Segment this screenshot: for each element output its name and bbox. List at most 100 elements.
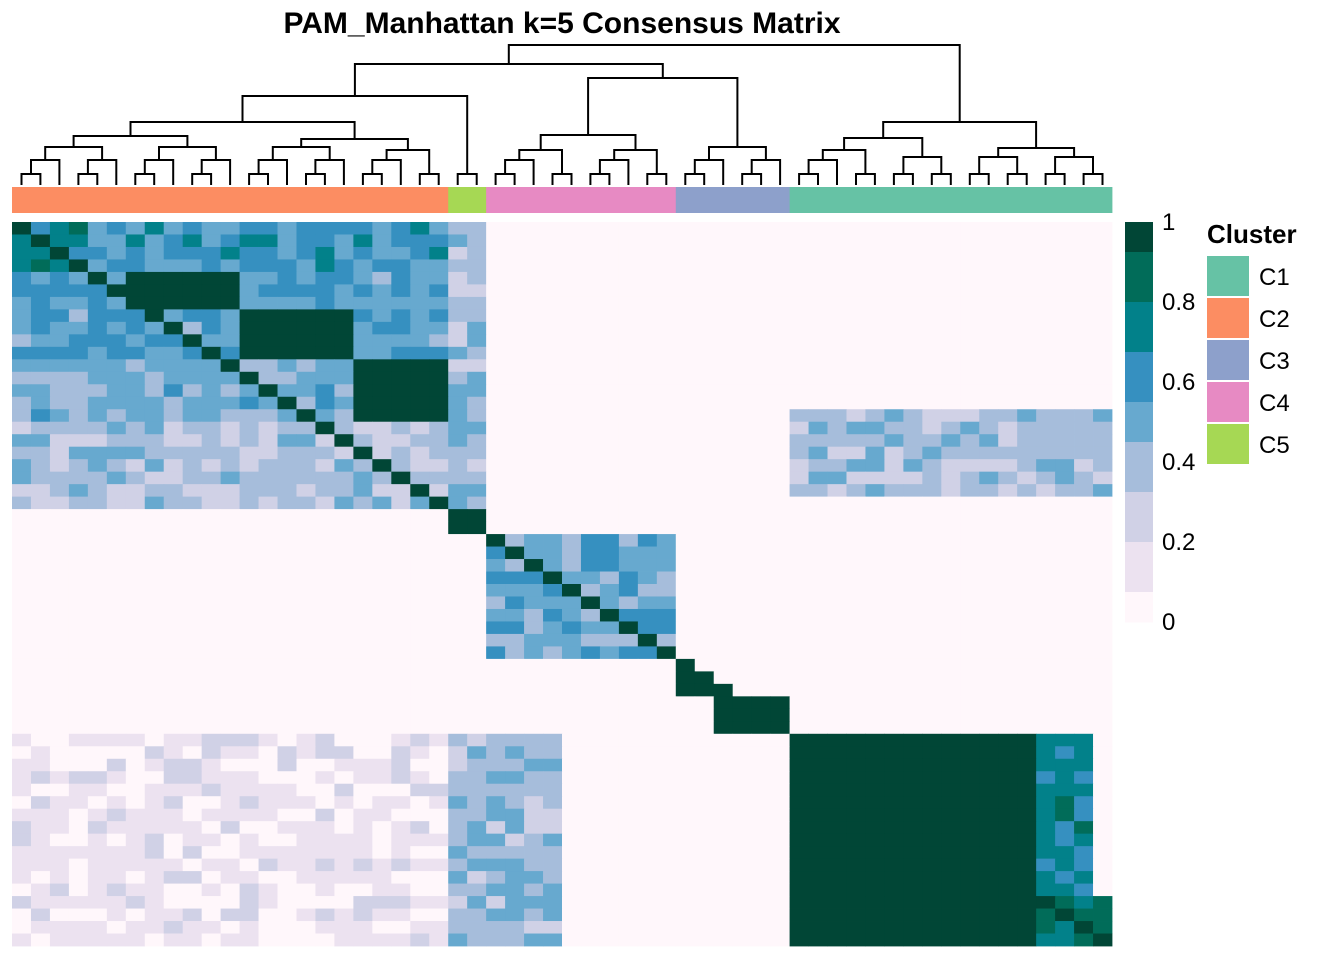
heatmap-cell (106, 746, 127, 760)
heatmap-cell (258, 746, 278, 760)
heatmap-cell (334, 484, 354, 498)
heatmap-cell (49, 596, 70, 610)
heatmap-cell (941, 833, 961, 847)
heatmap-cell (49, 708, 70, 722)
heatmap-cell (543, 584, 563, 597)
heatmap-cell (884, 271, 904, 285)
heatmap-cell (182, 584, 203, 597)
heatmap-cell (1036, 409, 1056, 423)
heatmap-cell (12, 633, 32, 647)
heatmap-cell (903, 758, 923, 772)
heatmap-cell (713, 758, 734, 772)
heatmap-cell (562, 371, 582, 385)
heatmap-cell (675, 733, 696, 747)
heatmap-cell (637, 296, 658, 310)
heatmap-cell (846, 222, 866, 235)
heatmap-cell (941, 509, 961, 522)
heatmap-cell (163, 346, 184, 360)
heatmap-cell (258, 671, 278, 685)
heatmap-cell (125, 584, 146, 597)
heatmap-cell (144, 496, 165, 510)
heatmap-cell (448, 696, 468, 710)
heatmap-cell (391, 858, 411, 872)
heatmap-cell (543, 409, 563, 423)
heatmap-cell (239, 596, 259, 610)
heatmap-cell (562, 808, 582, 822)
colorbar-swatch (1125, 452, 1153, 463)
heatmap-cell (922, 359, 942, 373)
heatmap-cell (239, 658, 259, 672)
heatmap-cell (599, 446, 620, 460)
heatmap-cell (201, 309, 222, 323)
heatmap-cell (201, 296, 222, 310)
heatmap-cell (1093, 708, 1113, 722)
heatmap-cell (922, 733, 942, 747)
heatmap-cell (486, 446, 506, 460)
heatmap-cell (429, 271, 449, 285)
dendrogram-branch (158, 146, 217, 160)
heatmap-cell (239, 334, 259, 348)
heatmap-cell (656, 808, 677, 822)
heatmap-cell (1093, 896, 1113, 909)
heatmap-cell (599, 246, 620, 260)
heatmap-cell (675, 621, 696, 635)
heatmap-cell (144, 808, 165, 822)
heatmap-cell (296, 896, 316, 909)
heatmap-cell (277, 758, 297, 772)
heatmap-cell (125, 658, 146, 672)
heatmap-cell (580, 671, 601, 685)
heatmap-cell (315, 671, 335, 685)
heatmap-cell (884, 808, 904, 822)
heatmap-cell (694, 771, 715, 785)
dendrogram-branch (693, 159, 725, 185)
heatmap-cell (1017, 858, 1037, 872)
heatmap-cell (751, 384, 772, 398)
heatmap-cell (524, 896, 544, 909)
heatmap-cell (979, 621, 999, 635)
heatmap-cell (789, 471, 809, 485)
heatmap-cell (618, 234, 639, 248)
heatmap-cell (543, 446, 563, 460)
heatmap-cell (599, 821, 620, 835)
heatmap-cell (12, 234, 32, 248)
heatmap-cell (1055, 871, 1075, 884)
heatmap-cell (827, 758, 847, 772)
heatmap-cell (675, 921, 696, 934)
heatmap-cell (618, 646, 639, 660)
heatmap-cell (941, 783, 961, 797)
colorbar-swatch (1125, 582, 1153, 593)
heatmap-cell (410, 758, 430, 772)
heatmap-cell (732, 908, 753, 922)
dendrogram-branch (20, 173, 42, 185)
heatmap-cell (789, 796, 809, 810)
dendrogram-branch (271, 146, 331, 160)
heatmap-cell (258, 321, 278, 335)
heatmap-cell (1036, 396, 1056, 410)
heatmap-cell (599, 471, 620, 485)
heatmap-cell (467, 858, 487, 872)
heatmap-cell (1093, 222, 1113, 235)
legend-label-c4: C4 (1259, 390, 1290, 417)
heatmap-cell (353, 471, 373, 485)
heatmap-cell (884, 896, 904, 909)
heatmap-cell (675, 858, 696, 872)
heatmap-cell (1055, 683, 1075, 697)
heatmap-cell (903, 296, 923, 310)
heatmap-cell (599, 621, 620, 635)
heatmap-cell (201, 246, 222, 260)
heatmap-cell (524, 671, 544, 685)
heatmap-cell (486, 608, 506, 622)
heatmap-cell (732, 296, 753, 310)
heatmap-cell (637, 796, 658, 810)
heatmap-cell (315, 446, 335, 460)
heatmap-cell (201, 359, 222, 373)
heatmap-cell (618, 846, 639, 860)
heatmap-cell (448, 222, 468, 235)
heatmap-cell (827, 584, 847, 597)
colorbar-swatch (1125, 562, 1153, 573)
heatmap-cell (941, 796, 961, 810)
heatmap-cell (941, 746, 961, 760)
dendrogram-branch (504, 159, 535, 185)
heatmap-cell (524, 222, 544, 235)
heatmap-cell (770, 496, 790, 510)
